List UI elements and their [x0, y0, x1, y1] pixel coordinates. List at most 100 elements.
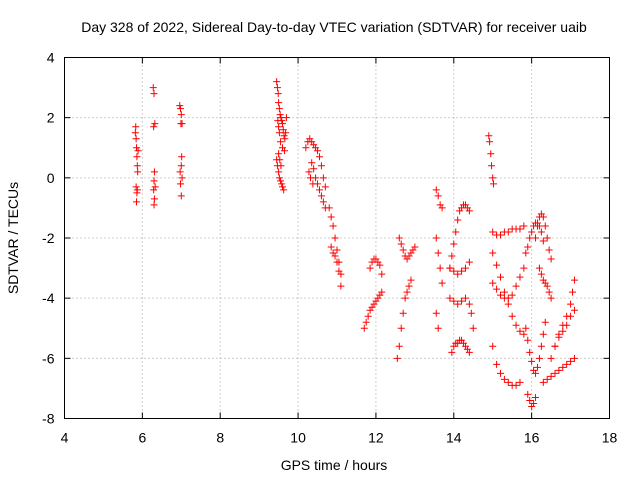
x-tick-label: 8 [216, 430, 224, 446]
data-point [275, 129, 283, 137]
data-point [378, 270, 386, 278]
data-point [372, 297, 380, 305]
data-point [277, 177, 285, 185]
x-tick-label: 16 [524, 430, 540, 446]
data-point [570, 276, 578, 284]
data-point [397, 324, 405, 332]
data-point [526, 348, 534, 356]
data-point [134, 168, 142, 176]
data-point [458, 267, 466, 275]
data-point [545, 288, 553, 296]
x-axis-label: GPS time / hours [281, 457, 388, 473]
data-point [405, 282, 413, 290]
data-point [547, 255, 555, 263]
data-point [500, 288, 508, 296]
data-point [177, 192, 185, 200]
data-point [364, 312, 372, 320]
data-point [281, 135, 289, 143]
data-point [273, 162, 281, 170]
data-point [366, 264, 374, 272]
data-point [520, 330, 528, 338]
data-point [485, 132, 493, 140]
data-point [275, 123, 283, 131]
data-point [177, 105, 185, 113]
data-point [516, 225, 524, 233]
data-point [512, 381, 520, 389]
data-point [463, 345, 471, 353]
data-point [149, 84, 157, 92]
data-point [448, 348, 456, 356]
data-point [461, 342, 469, 350]
data-point [465, 300, 473, 308]
data-point [280, 147, 288, 155]
data-point [438, 279, 446, 287]
data-point [488, 162, 496, 170]
data-point [535, 354, 543, 362]
data-point [461, 294, 469, 302]
data-point [508, 291, 516, 299]
data-point [312, 144, 320, 152]
data-point [319, 198, 327, 206]
data-point [399, 309, 407, 317]
data-point [337, 270, 345, 278]
data-point [452, 228, 460, 236]
data-point [314, 147, 322, 155]
data-point [329, 222, 337, 230]
data-point [273, 78, 281, 86]
data-point [530, 366, 538, 374]
data-point [436, 264, 444, 272]
y-tick-label: 2 [47, 110, 55, 126]
data-point [516, 327, 524, 335]
data-point [450, 342, 458, 350]
data-point [539, 237, 547, 245]
data-point [275, 174, 283, 182]
data-point [533, 363, 541, 371]
series-arc-9.5 [273, 78, 290, 170]
y-tick-label: -4 [42, 290, 55, 306]
data-point [395, 342, 403, 350]
data-point [463, 204, 471, 212]
series-arc-15.4 [489, 264, 528, 302]
chart-title: Day 328 of 2022, Sidereal Day-to-day VTE… [81, 19, 587, 35]
data-point [310, 141, 318, 149]
data-point [493, 261, 501, 269]
data-point [132, 123, 140, 131]
data-point [504, 300, 512, 308]
data-point [489, 174, 497, 182]
y-tick-label: -2 [42, 230, 55, 246]
data-point [497, 369, 504, 377]
series-arc-15.5 [489, 342, 524, 389]
data-point [434, 249, 442, 257]
data-point [465, 207, 473, 215]
data-point [461, 201, 469, 209]
data-point [374, 258, 382, 266]
data-point [537, 210, 545, 218]
data-point [393, 354, 401, 362]
series-arc-16.8 [547, 306, 578, 362]
data-point [559, 363, 567, 371]
series-arc-16.0b [524, 390, 540, 410]
x-tick-label: 4 [61, 430, 69, 446]
data-point [325, 204, 333, 212]
data-point [310, 165, 318, 173]
data-point [524, 336, 532, 344]
data-point [450, 297, 458, 305]
data-point [504, 378, 512, 386]
data-point [526, 396, 534, 404]
data-point [275, 99, 283, 107]
data-point [469, 324, 477, 332]
data-point [454, 216, 462, 224]
data-point [282, 129, 290, 137]
data-point [530, 399, 538, 407]
series-arc-13.6b [432, 234, 446, 332]
data-point [329, 249, 337, 257]
data-point [547, 372, 555, 380]
data-point [547, 354, 555, 362]
data-point [403, 288, 411, 296]
data-point [432, 309, 440, 317]
data-point [309, 180, 317, 188]
data-point [516, 378, 524, 386]
series-arc-15.0a [485, 132, 497, 188]
data-point [133, 162, 141, 170]
data-point [277, 138, 285, 146]
